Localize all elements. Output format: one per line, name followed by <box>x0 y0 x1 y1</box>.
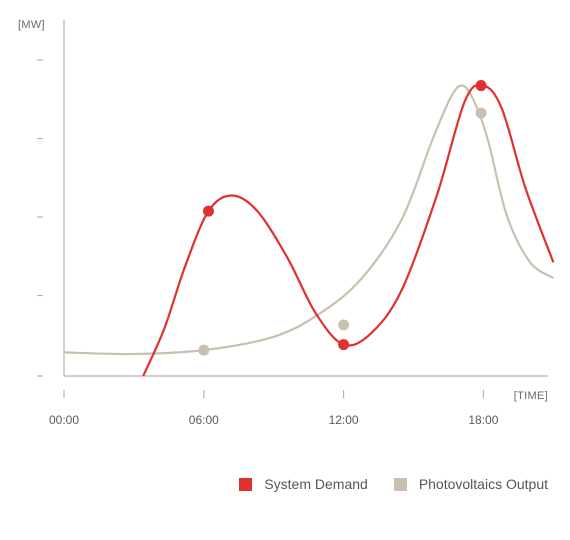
y-axis-label: [MW] <box>18 19 45 31</box>
legend: System Demand Photovoltaics Output <box>239 476 548 492</box>
x-tick-labels: 00:00 06:00 12:00 18:00 <box>49 390 499 427</box>
data-point-photovoltaics-output[interactable] <box>338 319 350 331</box>
data-point-photovoltaics-output[interactable] <box>475 107 487 119</box>
legend-item-system-demand[interactable]: System Demand <box>239 476 368 492</box>
series-line-photovoltaics-output <box>63 84 554 356</box>
x-tick-label: 18:00 <box>468 413 498 427</box>
legend-label-photovoltaics-output: Photovoltaics Output <box>418 476 548 492</box>
data-point-system-demand[interactable] <box>202 205 214 217</box>
x-tick-label: 12:00 <box>329 413 359 427</box>
legend-swatch-system-demand <box>239 477 253 491</box>
axes <box>37 20 548 377</box>
series-layer <box>63 80 555 377</box>
data-point-system-demand[interactable] <box>475 80 487 92</box>
data-point-system-demand[interactable] <box>338 339 350 351</box>
x-tick-label: 00:00 <box>49 413 79 427</box>
series-line-system-demand <box>142 83 555 377</box>
data-point-photovoltaics-output[interactable] <box>198 344 210 356</box>
legend-item-photovoltaics-output[interactable]: Photovoltaics Output <box>393 476 548 492</box>
legend-label-system-demand: System Demand <box>264 476 368 492</box>
x-tick-label: 06:00 <box>189 413 219 427</box>
x-axis-label: [TIME] <box>514 390 548 402</box>
legend-swatch-photovoltaics-output <box>393 477 407 491</box>
